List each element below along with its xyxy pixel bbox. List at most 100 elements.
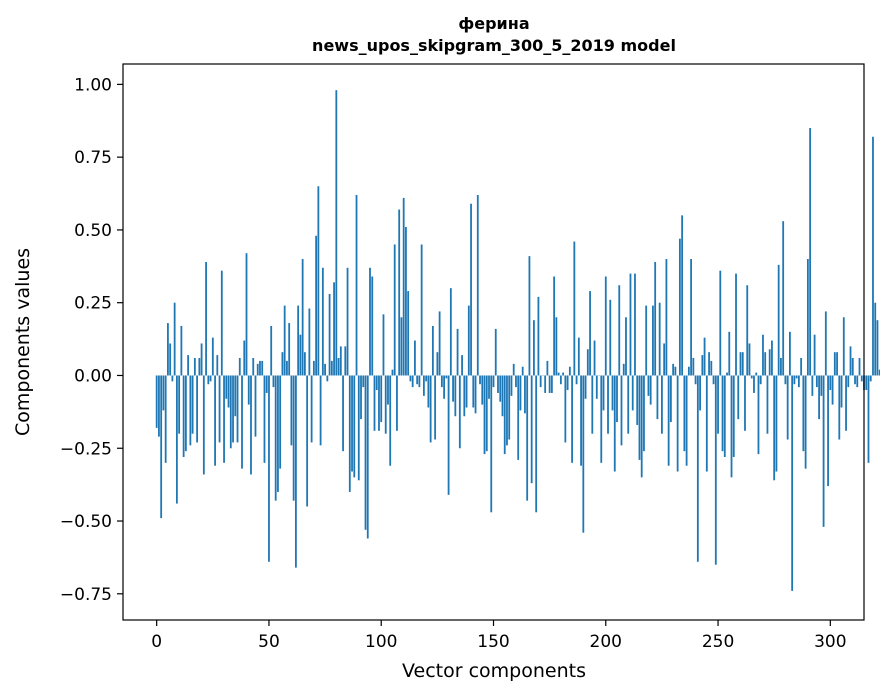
bar <box>184 375 187 452</box>
bar <box>674 366 677 376</box>
bar <box>274 375 277 501</box>
x-tick-label: 100 <box>365 632 397 652</box>
bar <box>773 375 776 481</box>
bar <box>214 375 216 466</box>
bar <box>449 288 452 376</box>
bar <box>167 323 169 376</box>
bar <box>791 375 794 591</box>
bar <box>247 375 250 405</box>
bar <box>250 375 252 475</box>
bar <box>802 375 805 452</box>
x-axis-label: Vector components <box>402 660 586 682</box>
bar <box>604 276 607 376</box>
bar <box>321 267 324 376</box>
bar <box>360 375 362 420</box>
bar <box>703 337 706 376</box>
bar <box>524 375 526 414</box>
bar <box>211 337 214 376</box>
bar <box>436 352 439 376</box>
bar <box>391 369 394 376</box>
x-tick-label: 250 <box>702 632 734 652</box>
bar <box>827 375 829 487</box>
bar <box>333 282 335 376</box>
y-axis-label: Components values <box>12 248 34 436</box>
y-tick-label: 0.25 <box>74 294 112 314</box>
bar <box>548 375 551 393</box>
bar <box>407 291 410 376</box>
bar <box>427 375 430 408</box>
bar <box>804 375 807 469</box>
bar <box>719 270 722 376</box>
bar <box>748 343 751 376</box>
bar <box>458 375 461 449</box>
bar <box>485 375 488 452</box>
bar <box>501 375 504 417</box>
bar <box>290 375 293 446</box>
bar <box>533 320 535 376</box>
bar <box>539 375 542 388</box>
bar <box>867 375 870 463</box>
bar <box>622 363 625 376</box>
bar <box>620 375 623 446</box>
bar <box>175 375 178 504</box>
bar <box>721 375 724 452</box>
bar <box>380 375 383 423</box>
bar <box>488 375 490 399</box>
bar <box>456 328 459 376</box>
bar <box>575 375 578 385</box>
bar <box>474 375 477 414</box>
bar <box>434 375 437 440</box>
bar <box>557 372 560 376</box>
bar <box>162 375 165 411</box>
bar <box>699 375 701 411</box>
bar <box>171 375 174 382</box>
x-tick-label: 300 <box>814 632 846 652</box>
bar <box>656 375 659 420</box>
bar <box>878 369 880 376</box>
bar <box>775 375 778 472</box>
bar <box>411 375 414 388</box>
bar <box>256 363 259 376</box>
bar <box>344 346 347 376</box>
bar <box>443 375 445 399</box>
bar <box>243 340 246 376</box>
bar <box>571 375 573 463</box>
bar <box>726 372 728 376</box>
bar <box>369 267 371 376</box>
bar <box>227 375 230 408</box>
bar <box>375 375 378 391</box>
bar <box>591 375 594 434</box>
bar <box>784 375 787 385</box>
bar <box>577 337 580 376</box>
bar <box>856 375 859 388</box>
bar <box>568 366 571 376</box>
bar <box>753 375 755 393</box>
bar <box>618 285 621 376</box>
bar <box>490 375 493 513</box>
bar <box>822 375 825 527</box>
bar <box>512 363 515 376</box>
bar <box>378 375 380 431</box>
bar <box>550 375 553 393</box>
bar <box>739 352 742 376</box>
bar <box>840 375 843 408</box>
bar <box>422 375 425 396</box>
bar <box>288 323 291 376</box>
bar <box>755 372 758 376</box>
bar <box>506 375 508 446</box>
bar <box>398 209 401 376</box>
bar <box>872 136 874 376</box>
bar <box>613 375 616 472</box>
bar <box>865 375 868 391</box>
bar <box>416 375 419 385</box>
bar <box>198 358 201 376</box>
bar <box>189 375 192 446</box>
chart-title: ферина <box>458 14 529 33</box>
bar <box>661 375 663 434</box>
bar <box>582 375 585 533</box>
bar <box>191 375 194 434</box>
bar <box>638 375 641 460</box>
bar <box>481 375 484 405</box>
bar <box>768 349 771 376</box>
bar <box>607 375 609 434</box>
